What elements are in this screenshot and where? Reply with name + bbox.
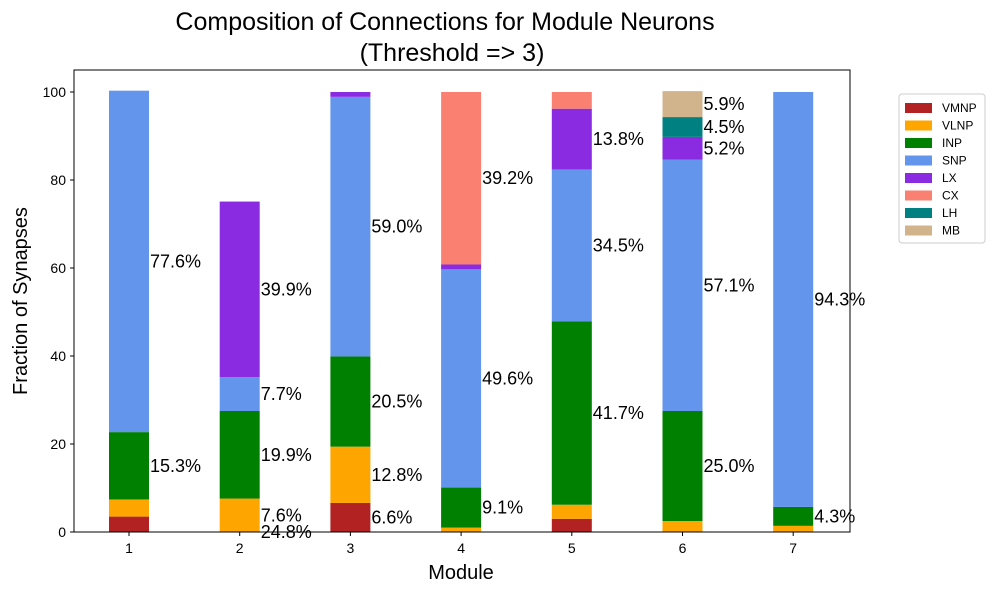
legend-label: VLNP <box>942 119 973 133</box>
legend-swatch <box>905 208 932 218</box>
data-label: 13.8% <box>593 129 644 149</box>
bar-segment <box>662 159 703 411</box>
data-label: 39.9% <box>261 279 312 299</box>
chart-subtitle: (Threshold => 3) <box>360 39 545 67</box>
legend-swatch <box>905 103 932 113</box>
bar-segment <box>773 506 814 526</box>
x-tick-label: 1 <box>125 540 133 556</box>
bar-segment <box>330 356 371 447</box>
bar-segment <box>219 411 260 499</box>
axes-layer: 0 20 40 60 80 100 1 2 3 4 5 6 7 <box>43 84 798 556</box>
data-label: 57.1% <box>704 275 755 295</box>
bar-segment <box>662 411 703 521</box>
legend-swatch <box>905 190 932 201</box>
bar-segment <box>330 92 371 97</box>
data-label: 5.9% <box>704 94 745 114</box>
legend-label: LX <box>942 171 957 185</box>
y-tick-label: 100 <box>43 84 67 100</box>
data-label: 77.6% <box>150 251 201 271</box>
legend-swatch <box>905 173 932 183</box>
data-label: 12.8% <box>371 465 422 485</box>
bar-segment <box>330 96 371 357</box>
data-label: 59.0% <box>371 217 422 237</box>
x-tick-label: 3 <box>347 540 355 556</box>
bar-segment <box>662 521 703 532</box>
legend-label: VMNP <box>942 101 977 115</box>
legend-swatch <box>905 120 932 131</box>
legend-label: CX <box>942 189 959 203</box>
bar-segment <box>109 499 149 517</box>
data-label: 15.3% <box>150 456 201 476</box>
data-label: 41.7% <box>593 403 644 423</box>
bar-segment <box>219 498 260 532</box>
bar-segment <box>330 446 371 503</box>
data-label: 5.2% <box>704 138 745 158</box>
y-tick-label: 60 <box>50 260 66 276</box>
data-label: 9.1% <box>482 498 523 518</box>
bar-segment <box>441 92 482 265</box>
y-tick-label: 80 <box>50 172 66 188</box>
data-label: 39.2% <box>482 168 533 188</box>
chart-title: Composition of Connections for Module Ne… <box>175 8 714 36</box>
y-axis-label: Fraction of Synapses <box>10 207 32 395</box>
bar-segment <box>219 377 260 411</box>
y-tick-label: 40 <box>50 348 66 364</box>
x-tick-label: 2 <box>236 540 244 556</box>
legend: VMNP VLNP INP SNP LX CX LH MB <box>898 93 986 244</box>
bar-segment <box>219 201 260 378</box>
data-label: 6.6% <box>371 507 412 527</box>
bar-segment <box>662 136 703 160</box>
data-label: 25.0% <box>704 456 755 476</box>
y-tick-label: 0 <box>58 524 66 540</box>
data-label: 4.5% <box>704 117 745 137</box>
x-tick-label: 6 <box>679 540 687 556</box>
data-label: 7.6% <box>261 505 302 525</box>
bar-segment <box>330 502 371 532</box>
legend-label: INP <box>942 136 962 150</box>
data-label: 7.7% <box>261 384 302 404</box>
legend-swatch <box>905 155 932 166</box>
plot-frame <box>73 69 851 533</box>
bar-segment <box>441 269 482 488</box>
bar-segment <box>109 90 149 433</box>
bar-segment <box>441 487 482 528</box>
legend-swatch <box>905 225 932 236</box>
bar-segment <box>662 117 703 137</box>
bar-segment <box>551 504 592 519</box>
data-label: 94.3% <box>814 289 865 309</box>
data-label: 19.9% <box>261 445 312 465</box>
bar-segment <box>551 108 592 170</box>
bar-segment <box>441 264 482 270</box>
x-tick-label: 7 <box>789 540 797 556</box>
bar-segment <box>662 91 703 118</box>
bars-layer <box>109 90 814 532</box>
bar-segment <box>551 321 592 505</box>
bar-segment <box>773 92 814 507</box>
legend-swatch <box>905 138 932 148</box>
legend-label: LH <box>942 206 957 220</box>
bar-segment <box>109 432 149 500</box>
legend-frame <box>898 93 986 244</box>
legend-label: SNP <box>942 154 967 168</box>
y-tick-label: 20 <box>50 436 66 452</box>
bar-segment <box>109 516 149 532</box>
x-tick-label: 4 <box>457 540 465 556</box>
bar-segment <box>441 527 482 532</box>
x-axis-label: Module <box>428 562 494 584</box>
bar-segment <box>551 518 592 532</box>
bar-segment <box>551 169 592 322</box>
x-tick-label: 5 <box>568 540 576 556</box>
bar-segment <box>773 525 814 532</box>
legend-label: MB <box>942 224 960 238</box>
data-label: 4.3% <box>814 506 855 526</box>
data-label: 20.5% <box>371 392 422 412</box>
data-label: 49.6% <box>482 368 533 388</box>
bar-segment <box>551 92 592 109</box>
data-label: 34.5% <box>593 235 644 255</box>
